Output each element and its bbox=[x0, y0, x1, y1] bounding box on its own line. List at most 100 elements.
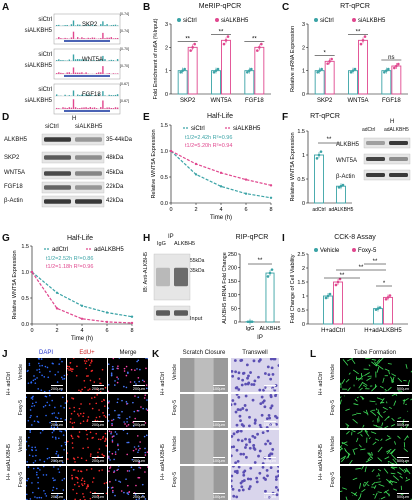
panel-f-chart: 0 0.5 1 1.5 adCtrl adALKBH5 Relative WNT5A Exp… bbox=[280, 121, 360, 231]
cell-mark bbox=[128, 491, 130, 493]
cell-mark bbox=[390, 376, 395, 383]
series-point bbox=[55, 291, 59, 294]
cell-mark bbox=[137, 359, 140, 362]
cell-mark bbox=[277, 488, 279, 492]
cell-mark bbox=[144, 447, 146, 450]
cell-mark bbox=[348, 372, 351, 375]
scale-bar-label: 200μm bbox=[132, 494, 145, 499]
cell-mark bbox=[255, 480, 259, 484]
cell-mark bbox=[251, 434, 255, 438]
cell-mark bbox=[101, 469, 103, 471]
annotation-1: t1/2=2.42h R²=0.96 bbox=[185, 135, 232, 141]
cell-mark bbox=[397, 471, 402, 475]
coverage-bar bbox=[58, 72, 60, 74]
cell-mark bbox=[108, 450, 111, 453]
cell-mark bbox=[55, 487, 58, 490]
cell-mark bbox=[261, 466, 265, 469]
coverage-bar bbox=[87, 59, 89, 61]
cell-mark bbox=[377, 457, 383, 462]
j-micrograph-svg bbox=[108, 394, 148, 427]
coverage-bar bbox=[83, 59, 85, 61]
cell-mark bbox=[35, 449, 37, 451]
cell-mark bbox=[114, 479, 117, 481]
cell-mark bbox=[109, 459, 111, 461]
coverage-bar bbox=[112, 24, 115, 26]
cell-mark bbox=[31, 405, 33, 408]
scratch-gap bbox=[194, 394, 214, 428]
cell-mark bbox=[257, 359, 261, 363]
cell-mark bbox=[63, 377, 66, 380]
f-blot-row-2: WNT5A bbox=[336, 158, 357, 164]
scale-bar-label: 100μm bbox=[212, 386, 225, 391]
bar bbox=[333, 281, 343, 325]
j-col-merge: Merge bbox=[119, 350, 137, 356]
cell-mark bbox=[250, 383, 254, 386]
cell-mark bbox=[116, 381, 119, 384]
cell-mark bbox=[79, 412, 82, 415]
coverage-bar bbox=[102, 55, 104, 61]
x-tick-label: adALKBH5 bbox=[329, 207, 354, 213]
cell-mark bbox=[77, 435, 79, 437]
d-blot-row-bg bbox=[41, 181, 105, 194]
j-micrograph-svg bbox=[108, 466, 148, 500]
coverage-bar bbox=[79, 72, 81, 74]
cell-mark bbox=[242, 479, 246, 482]
cell-mark bbox=[374, 485, 377, 490]
y-tick-label: 100 bbox=[228, 293, 237, 299]
cell-mark bbox=[364, 480, 369, 487]
coverage-bar bbox=[79, 95, 81, 96]
cell-mark bbox=[30, 397, 33, 399]
h-side-label: IB: Anti-ALKBH5 bbox=[143, 252, 149, 293]
cell-mark bbox=[247, 381, 251, 385]
d-blot-row-band bbox=[75, 171, 102, 176]
cell-mark bbox=[33, 404, 36, 407]
cell-mark bbox=[138, 460, 140, 463]
cell-mark bbox=[249, 477, 253, 481]
panel-label-c: C bbox=[282, 2, 290, 13]
bar-dot bbox=[179, 71, 182, 74]
cell-mark bbox=[351, 430, 356, 433]
cell-mark bbox=[39, 469, 41, 471]
panel-label-d: D bbox=[2, 112, 10, 123]
y-tick-label: 0.5 bbox=[297, 308, 305, 314]
cell-mark bbox=[117, 448, 120, 451]
coverage-bar bbox=[112, 108, 115, 109]
cell-mark bbox=[63, 406, 65, 409]
cell-mark bbox=[90, 359, 93, 361]
cell-mark bbox=[47, 376, 50, 379]
scale-bar-label: 200μm bbox=[50, 386, 63, 391]
cell-mark bbox=[274, 384, 278, 387]
cell-mark bbox=[125, 425, 128, 427]
cell-mark bbox=[246, 477, 250, 481]
d-blot-row-band bbox=[75, 155, 102, 160]
cell-mark bbox=[59, 466, 61, 467]
j-micrograph-svg bbox=[26, 358, 66, 392]
cell-mark bbox=[104, 386, 107, 389]
cell-mark bbox=[137, 445, 140, 447]
y-tick-label: 50 bbox=[231, 306, 237, 312]
cell-mark bbox=[37, 420, 39, 423]
scale-bar-label: 200μm bbox=[50, 422, 63, 427]
cell-mark bbox=[99, 438, 102, 441]
cell-mark bbox=[38, 496, 41, 499]
cell-mark bbox=[391, 379, 393, 384]
scale-bar-label: 200μm bbox=[91, 422, 104, 427]
cell-mark bbox=[139, 447, 141, 450]
cell-mark bbox=[98, 469, 101, 472]
cell-mark bbox=[117, 416, 120, 419]
cell-mark bbox=[123, 367, 126, 370]
cell-mark bbox=[128, 416, 131, 418]
a-row-label-5: siCtrl bbox=[38, 87, 52, 93]
cell-mark bbox=[37, 467, 40, 470]
x-axis-label: Time (h) bbox=[71, 336, 93, 342]
cell-mark bbox=[268, 442, 272, 445]
cell-mark bbox=[73, 469, 76, 471]
cell-mark bbox=[237, 466, 241, 469]
coverage-bar bbox=[74, 72, 77, 74]
a-row-label-1: siCtrl bbox=[38, 17, 52, 23]
scale-bar bbox=[264, 385, 276, 386]
cell-mark bbox=[117, 365, 119, 367]
cell-mark bbox=[356, 396, 359, 399]
j-micrograph-svg bbox=[108, 358, 148, 392]
cell-mark bbox=[64, 402, 66, 404]
